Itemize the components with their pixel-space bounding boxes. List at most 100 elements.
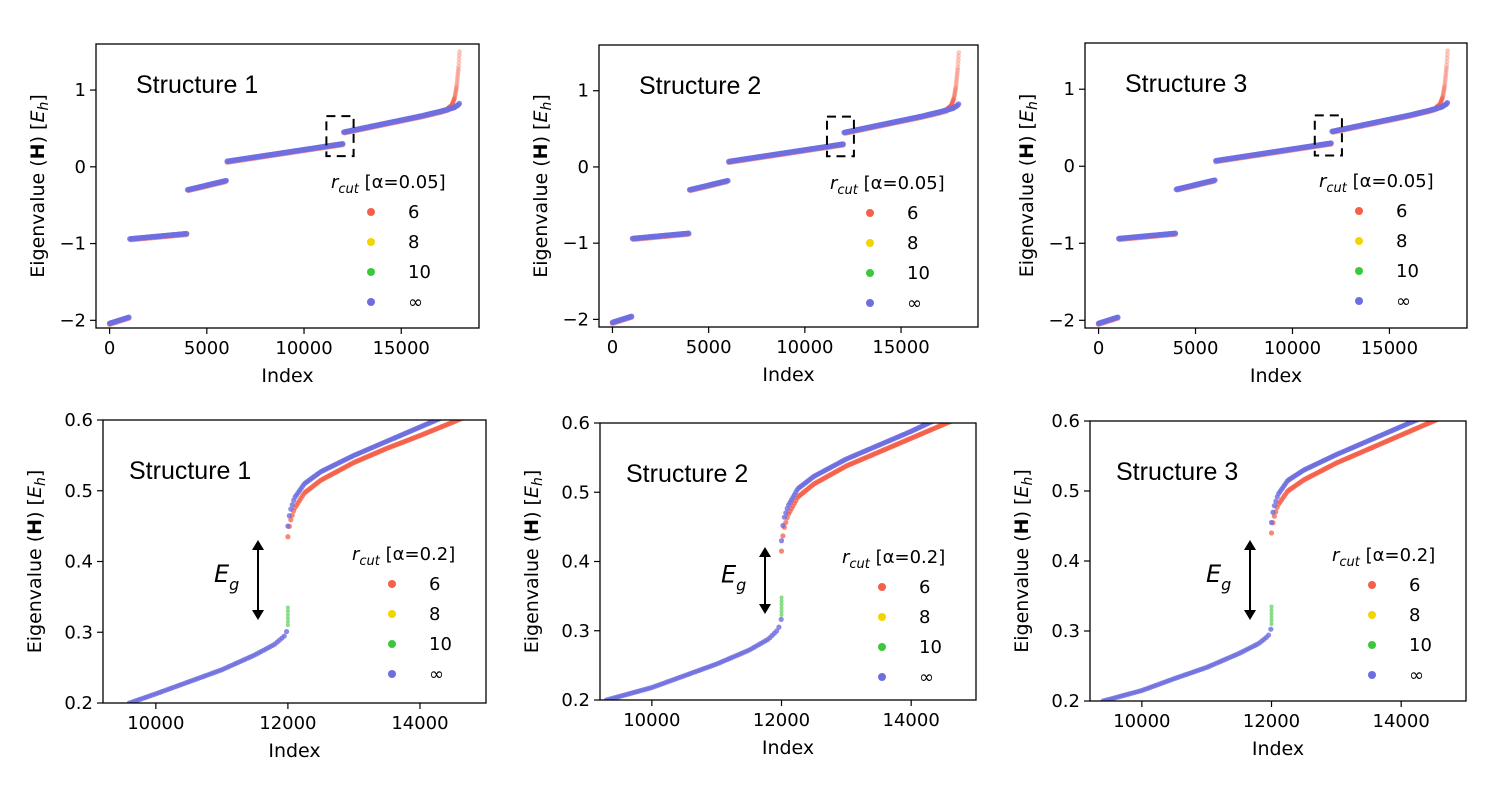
data-point <box>452 91 458 97</box>
data-point <box>1444 63 1450 68</box>
plot-area <box>1100 397 1468 701</box>
data-point <box>1459 398 1464 403</box>
legend-label: ∞ <box>1396 291 1411 312</box>
data-point <box>449 411 454 416</box>
data-point <box>458 407 463 412</box>
legend-label: 6 <box>429 574 440 595</box>
data-point <box>783 510 789 516</box>
data-point <box>942 413 947 418</box>
data-point <box>1457 399 1462 404</box>
data-point <box>285 609 290 614</box>
data-point <box>1450 410 1455 415</box>
data-point <box>1444 404 1449 409</box>
data-point <box>456 52 462 58</box>
data-point <box>456 64 462 69</box>
data-point <box>1456 399 1461 404</box>
data-point <box>953 85 959 91</box>
data-point <box>1328 140 1334 146</box>
x-tick-label: 0 <box>1093 338 1104 359</box>
data-point <box>840 141 846 147</box>
data-point <box>481 406 486 411</box>
data-point <box>949 410 954 415</box>
data-point <box>452 95 458 101</box>
data-point <box>1453 401 1458 406</box>
data-point <box>1450 402 1455 407</box>
data-point <box>1449 411 1454 416</box>
data-point <box>952 87 958 93</box>
x-tick-label: 10000 <box>1264 338 1321 359</box>
data-point <box>1419 415 1424 420</box>
chart-panel: 0 5000 10000 15000 −2 −1 0 1 Index Eigenvalue (H)… <box>1016 42 1468 387</box>
data-point <box>1446 404 1451 409</box>
data-point <box>953 86 958 92</box>
data-point <box>939 415 944 420</box>
data-point <box>1436 408 1441 413</box>
data-point <box>474 400 479 405</box>
data-point <box>454 82 460 88</box>
data-point <box>779 612 784 617</box>
y-tick-label: 0 <box>578 157 589 178</box>
legend-marker <box>866 239 874 247</box>
y-tick-label: 0.2 <box>1051 691 1080 712</box>
data-point <box>957 407 962 412</box>
data-point <box>1441 86 1447 92</box>
data-point <box>952 92 958 97</box>
data-point <box>456 56 462 62</box>
data-point <box>451 97 457 103</box>
axes-frame <box>95 43 480 329</box>
data-point <box>1439 97 1445 102</box>
data-point <box>947 411 952 416</box>
y-tick-label: 0.4 <box>1051 551 1080 572</box>
data-point <box>944 412 949 417</box>
data-point <box>1426 412 1431 417</box>
legend-label: 6 <box>1396 201 1407 222</box>
data-point <box>950 97 956 103</box>
legend-marker <box>1368 641 1376 649</box>
legend-label: 10 <box>1396 261 1419 282</box>
y-tick-label: −1 <box>59 234 86 255</box>
data-point <box>451 98 456 104</box>
data-point <box>779 598 784 603</box>
data-point <box>1114 314 1121 321</box>
legend-marker <box>367 298 375 306</box>
data-point <box>455 71 461 76</box>
y-tick-label: 1 <box>578 81 589 102</box>
data-point <box>1270 509 1276 515</box>
data-point <box>959 414 964 419</box>
y-tick-label: 0.6 <box>1051 411 1080 432</box>
data-point <box>778 548 785 554</box>
data-point <box>1444 59 1450 65</box>
legend-label: 8 <box>1396 231 1407 252</box>
data-point <box>451 96 457 102</box>
data-point <box>454 409 459 414</box>
panel-title: Structure 2 <box>639 72 761 100</box>
data-point <box>1442 77 1448 82</box>
data-point <box>973 400 978 405</box>
y-axis-label: Eigenvalue (H) [Eh] <box>521 470 546 654</box>
legend-marker <box>1368 671 1376 679</box>
y-tick-label: 0.4 <box>561 552 590 573</box>
data-point <box>1460 406 1465 411</box>
x-axis-label: Index <box>1250 365 1302 387</box>
data-point <box>780 533 786 539</box>
y-tick-label: 0.5 <box>1051 481 1080 502</box>
data-point <box>1460 397 1465 402</box>
legend-label: 10 <box>408 262 431 283</box>
data-point <box>1437 407 1442 412</box>
x-axis-label: Index <box>762 737 814 759</box>
data-point <box>951 94 957 100</box>
y-tick-label: 0.5 <box>64 481 93 502</box>
data-point <box>464 404 469 409</box>
data-point <box>463 405 468 410</box>
data-point <box>1463 405 1468 410</box>
data-point <box>1444 65 1449 71</box>
data-point <box>1269 618 1274 623</box>
legend-marker <box>367 208 375 216</box>
data-point <box>285 623 290 628</box>
data-point <box>933 423 935 424</box>
data-point <box>480 407 485 412</box>
data-point <box>468 403 473 408</box>
legend-title: rcut [α=0.2] <box>1332 545 1435 570</box>
data-point <box>450 99 456 104</box>
data-point <box>1423 413 1428 418</box>
